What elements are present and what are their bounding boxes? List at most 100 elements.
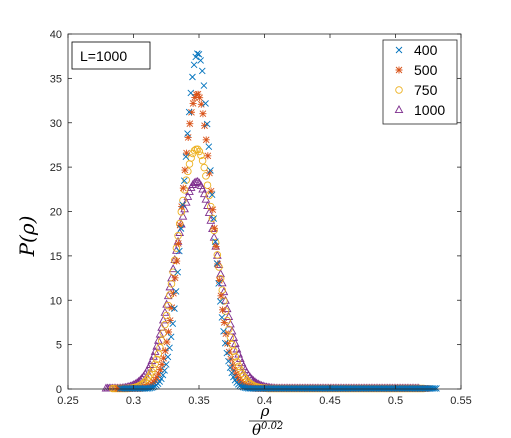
data-point	[160, 354, 168, 362]
data-point	[117, 385, 124, 392]
data-point	[424, 385, 432, 392]
data-point	[161, 347, 169, 355]
data-point	[198, 157, 207, 165]
x-tick-label: 0.25	[57, 395, 78, 407]
legend-label-750: 750	[414, 82, 438, 98]
data-point	[118, 385, 126, 392]
data-point	[194, 50, 201, 57]
data-point	[215, 280, 222, 287]
data-point	[297, 385, 304, 392]
data-point	[375, 385, 383, 392]
data-point	[248, 385, 255, 392]
data-point	[156, 366, 164, 374]
data-point	[216, 298, 224, 305]
data-point	[343, 385, 350, 392]
data-point	[184, 133, 192, 141]
data-point	[207, 167, 214, 174]
data-point	[161, 367, 168, 374]
data-point	[400, 385, 408, 392]
legend-label-400: 400	[414, 42, 438, 58]
data-point	[433, 385, 440, 392]
legend-marker-750	[395, 86, 403, 94]
data-point	[284, 385, 291, 392]
data-point	[190, 146, 199, 155]
data-point	[311, 385, 319, 392]
x-tick-label: 0.3	[126, 395, 141, 407]
data-point	[341, 385, 349, 392]
data-point	[308, 385, 316, 392]
data-point	[298, 385, 306, 392]
data-point	[426, 385, 434, 392]
data-point	[148, 368, 156, 376]
x-tick-label: 0.55	[450, 395, 471, 407]
data-point	[201, 122, 209, 130]
data-point	[285, 385, 293, 392]
data-point	[212, 242, 220, 250]
data-point	[205, 169, 213, 177]
data-point	[151, 376, 159, 384]
data-point	[183, 191, 193, 200]
data-point	[226, 364, 234, 372]
data-point	[423, 385, 430, 392]
data-point	[159, 329, 168, 337]
data-point	[231, 353, 240, 361]
data-point	[199, 110, 207, 118]
data-point	[219, 306, 227, 314]
data-point	[277, 385, 285, 392]
data-point	[372, 385, 380, 392]
annotation-text: L=1000	[80, 48, 127, 64]
annotation-box: L=1000	[71, 41, 151, 70]
data-point	[303, 385, 311, 392]
data-point	[185, 108, 193, 116]
data-point	[181, 166, 189, 174]
data-point	[295, 385, 303, 392]
data-point	[347, 385, 355, 392]
data-point	[287, 385, 295, 392]
y-tick-label: 30	[50, 118, 62, 130]
y-tick-label: 25	[50, 162, 62, 174]
data-point	[191, 93, 199, 101]
data-point	[121, 385, 129, 392]
data-point	[181, 197, 191, 206]
data-point	[138, 385, 146, 392]
data-point	[416, 385, 424, 392]
legend-marker-400	[395, 46, 403, 54]
data-point	[229, 332, 239, 341]
data-point	[300, 385, 308, 392]
data-point	[228, 369, 236, 377]
legend-markers	[394, 46, 404, 114]
data-point	[359, 385, 367, 392]
data-point	[217, 292, 225, 300]
data-point	[213, 260, 221, 267]
data-point	[202, 136, 210, 144]
data-point	[135, 385, 142, 392]
data-point	[140, 385, 147, 392]
x-tick-label: 0.5	[388, 395, 403, 407]
data-point	[320, 385, 327, 392]
data-point	[398, 385, 406, 392]
data-point	[356, 385, 363, 392]
data-point	[230, 373, 237, 381]
data-point	[208, 214, 217, 223]
y-tick-label: 40	[50, 29, 62, 41]
data-point	[405, 385, 412, 392]
data-point	[421, 385, 429, 392]
data-point	[329, 385, 337, 392]
data-point	[172, 288, 180, 295]
data-point	[180, 177, 188, 184]
y-tick-label: 35	[50, 73, 62, 85]
data-point	[165, 282, 175, 291]
data-point	[382, 385, 389, 392]
data-point	[178, 211, 188, 220]
data-point	[203, 200, 212, 209]
data-point	[318, 385, 326, 392]
data-point	[151, 360, 159, 368]
data-point	[203, 120, 211, 128]
data-point	[204, 208, 214, 217]
x-tick-label: 0.4	[257, 395, 272, 407]
data-point	[125, 385, 132, 392]
data-point	[420, 385, 427, 392]
data-point	[387, 385, 394, 392]
data-point	[221, 339, 229, 347]
data-point	[374, 385, 381, 392]
